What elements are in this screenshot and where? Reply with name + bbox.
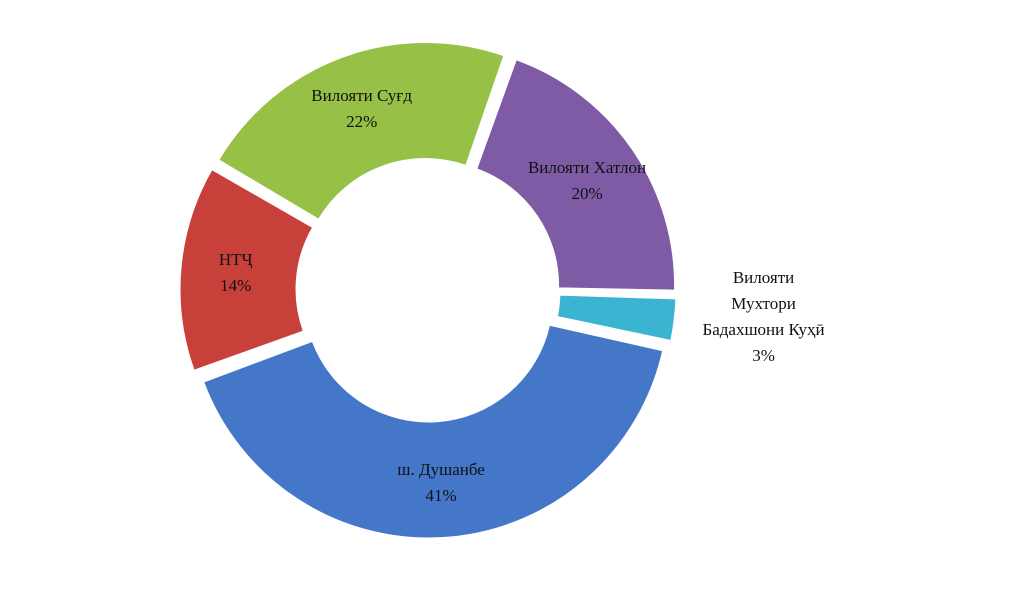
donut-slice bbox=[556, 294, 677, 342]
donut-slice bbox=[476, 59, 676, 291]
donut-slice bbox=[179, 168, 314, 371]
value-label: 22% bbox=[346, 111, 378, 131]
donut-slice bbox=[218, 42, 505, 220]
slice-label: Вилояти Мухтори Бадахшони Куҳӣ 3% bbox=[702, 265, 826, 369]
slice-label: НТҶ 14% bbox=[174, 247, 298, 299]
category-label: Вилояти Суғд bbox=[311, 85, 413, 105]
category-label: Вилояти Хатлон bbox=[527, 157, 647, 177]
category-label: Вилояти Мухтори Бадахшони Куҳӣ bbox=[702, 267, 825, 339]
value-label: 14% bbox=[220, 275, 252, 295]
category-label: ш. Душанбе bbox=[397, 459, 485, 479]
category-label: НТҶ bbox=[218, 249, 253, 269]
donut-slice bbox=[203, 324, 664, 539]
slice-label: ш. Душанбе 41% bbox=[379, 457, 503, 509]
slice-label: Вилояти Хатлон 20% bbox=[525, 155, 649, 207]
slice-label: Вилояти Суғд 22% bbox=[300, 83, 424, 135]
value-label: 3% bbox=[752, 345, 775, 365]
value-label: 20% bbox=[571, 183, 603, 203]
value-label: 41% bbox=[425, 485, 457, 505]
